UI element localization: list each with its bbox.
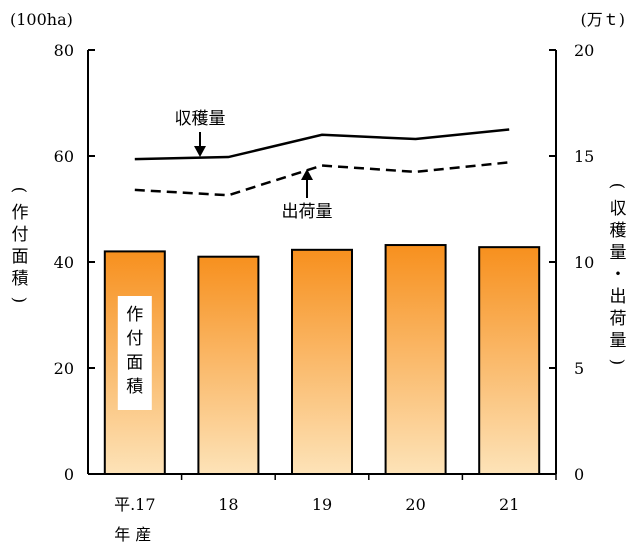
- right-tick-label: 15: [574, 147, 594, 166]
- left-axis-title-char: 面: [12, 247, 29, 267]
- bar-label-char: 積: [126, 377, 143, 397]
- right-tick-label: 10: [574, 253, 594, 272]
- left-axis-title-char: ): [9, 297, 29, 304]
- shipment-arrow-head: [301, 169, 313, 180]
- x-tick-label: 19: [312, 495, 332, 514]
- bar-label-char: 作: [126, 305, 143, 325]
- harvest-arrow-head: [194, 146, 206, 157]
- right-axis-title-char: 出: [610, 287, 627, 307]
- bar-1: [197, 255, 260, 476]
- bar-label-char: 付: [126, 329, 143, 349]
- left-tick-label: 80: [54, 41, 74, 60]
- bar-4: [478, 246, 541, 475]
- right-axis-title-char: 量: [610, 243, 627, 263]
- shipment-annotation: 出荷量: [282, 202, 333, 222]
- right-unit-label: (万ｔ): [581, 10, 626, 29]
- left-tick-label: 0: [64, 465, 74, 484]
- line-出荷量: [134, 161, 510, 197]
- right-tick-label: 0: [574, 465, 584, 484]
- line-収穫量: [134, 128, 510, 161]
- right-axis-title-char: 穫: [610, 221, 627, 241]
- right-axis-title-char: ): [607, 359, 627, 366]
- x-tick-label: 21: [499, 495, 519, 514]
- right-tick-label: 20: [574, 41, 594, 60]
- left-unit-label: (100ha): [10, 10, 73, 29]
- x-tick-label: 平.17: [114, 495, 155, 514]
- bar-label-char: 面: [126, 353, 143, 373]
- left-axis-title-char: (: [9, 187, 29, 194]
- left-axis-title-char: 付: [12, 225, 29, 245]
- right-axis-title-char: 量: [610, 331, 627, 351]
- harvest-annotation: 収穫量: [175, 109, 226, 129]
- right-axis-title-char: (: [607, 183, 627, 190]
- bar-2: [291, 248, 353, 475]
- left-axis-title-char: 作: [12, 203, 29, 223]
- x-tick-label: 20: [405, 495, 425, 514]
- right-axis-title-char: ・: [610, 265, 627, 285]
- right-axis-title-char: 荷: [610, 309, 627, 329]
- bar-3: [384, 244, 447, 475]
- left-tick-label: 60: [54, 147, 74, 166]
- bar-label-box: [117, 296, 152, 410]
- x-tick-label: 18: [218, 495, 238, 514]
- left-tick-label: 40: [54, 253, 74, 272]
- left-tick-label: 20: [54, 359, 74, 378]
- left-axis-title-char: 積: [12, 269, 29, 289]
- right-tick-label: 5: [574, 359, 584, 378]
- x-extra-label: 年 産: [114, 525, 151, 544]
- right-axis-title-char: 収: [610, 199, 627, 219]
